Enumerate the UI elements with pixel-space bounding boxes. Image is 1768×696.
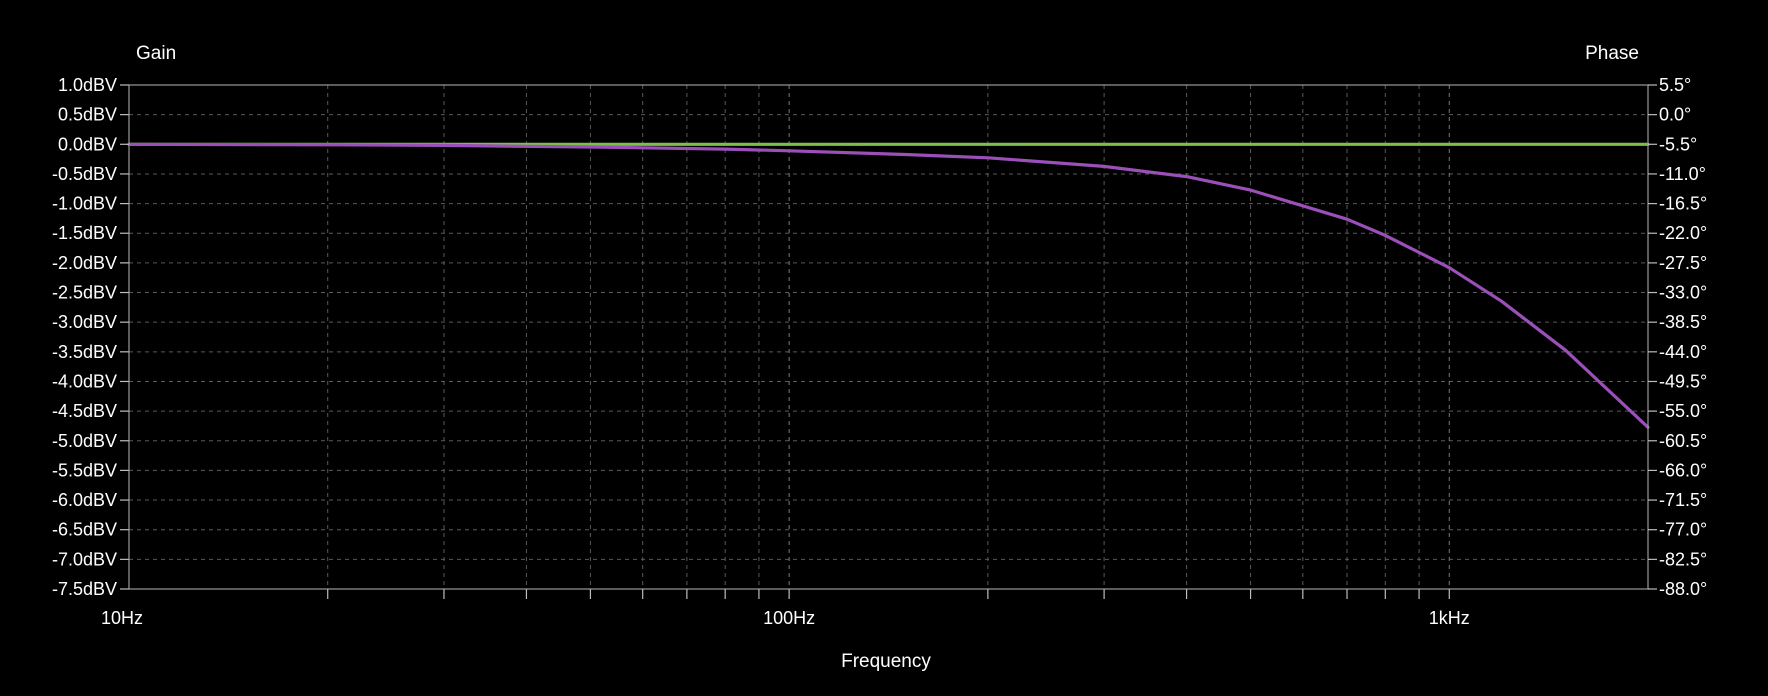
- phase-tick-label: -27.5°: [1659, 253, 1707, 273]
- phase-tick-label: -55.0°: [1659, 401, 1707, 421]
- phase-tick-label: -77.0°: [1659, 520, 1707, 540]
- phase-tick-label: -88.0°: [1659, 579, 1707, 599]
- gain-tick-label: -2.5dBV: [52, 283, 117, 303]
- frequency-tick-label: 100Hz: [763, 608, 815, 628]
- gain-tick-label: -4.5dBV: [52, 401, 117, 421]
- phase-tick-labels: 5.5° 0.0° -5.5° -11.0° -16.5° -22.0° -27.5° -33…: [1659, 75, 1707, 599]
- gain-tick-label: -1.5dBV: [52, 223, 117, 243]
- gain-tick-label: -3.5dBV: [52, 342, 117, 362]
- phase-tick-label: -60.5°: [1659, 431, 1707, 451]
- phase-tick-label: -22.0°: [1659, 223, 1707, 243]
- gain-axis-title: Gain: [136, 43, 176, 64]
- minor-grid: [129, 85, 1648, 589]
- frequency-axis-title: Frequency: [841, 651, 931, 672]
- phase-tick-label: -66.0°: [1659, 460, 1707, 480]
- gain-tick-labels: 1.0dBV 0.5dBV 0.0dBV -0.5dBV -1.0dBV -1.5dBV -…: [52, 75, 117, 599]
- gain-tick-label: 0.5dBV: [58, 105, 117, 125]
- gain-tick-label: -5.5dBV: [52, 460, 117, 480]
- frequency-tick-label: 1kHz: [1429, 608, 1470, 628]
- phase-tick-label: 0.0°: [1659, 105, 1691, 125]
- phase-tick-label: -33.0°: [1659, 283, 1707, 303]
- phase-tick-label: -49.5°: [1659, 371, 1707, 391]
- gain-tick-label: 1.0dBV: [58, 75, 117, 95]
- phase-series-line: [127, 142, 1650, 429]
- phase-tick-label: -16.5°: [1659, 194, 1707, 214]
- phase-tick-label: -38.5°: [1659, 312, 1707, 332]
- frequency-tick-labels: 10Hz 100Hz 1kHz: [101, 608, 1470, 628]
- phase-axis-title: Phase: [1585, 43, 1639, 64]
- gain-tick-label: -2.0dBV: [52, 253, 117, 273]
- gain-tick-label: -7.5dBV: [52, 579, 117, 599]
- gain-tick-label: -7.0dBV: [52, 549, 117, 569]
- gain-tick-label: -4.0dBV: [52, 371, 117, 391]
- phase-tick-label: 5.5°: [1659, 75, 1691, 95]
- series-layer: [127, 142, 1650, 429]
- gain-tick-label: -0.5dBV: [52, 164, 117, 184]
- gain-tick-label: -5.0dBV: [52, 431, 117, 451]
- phase-tick-label: -82.5°: [1659, 549, 1707, 569]
- gain-tick-label: -6.5dBV: [52, 520, 117, 540]
- gain-tick-label: 0.0dBV: [58, 134, 117, 154]
- gain-tick-label: -1.0dBV: [52, 194, 117, 214]
- gain-tick-label: -6.0dBV: [52, 490, 117, 510]
- gain-tick-label: -3.0dBV: [52, 312, 117, 332]
- phase-tick-label: -71.5°: [1659, 490, 1707, 510]
- plot-frame: [128, 84, 1649, 590]
- phase-tick-label: -44.0°: [1659, 342, 1707, 362]
- phase-tick-label: -11.0°: [1659, 164, 1706, 184]
- phase-tick-label: -5.5°: [1659, 134, 1697, 154]
- frequency-tick-label: 10Hz: [101, 608, 143, 628]
- major-grid: [788, 85, 1450, 589]
- tick-marks: [120, 84, 1657, 599]
